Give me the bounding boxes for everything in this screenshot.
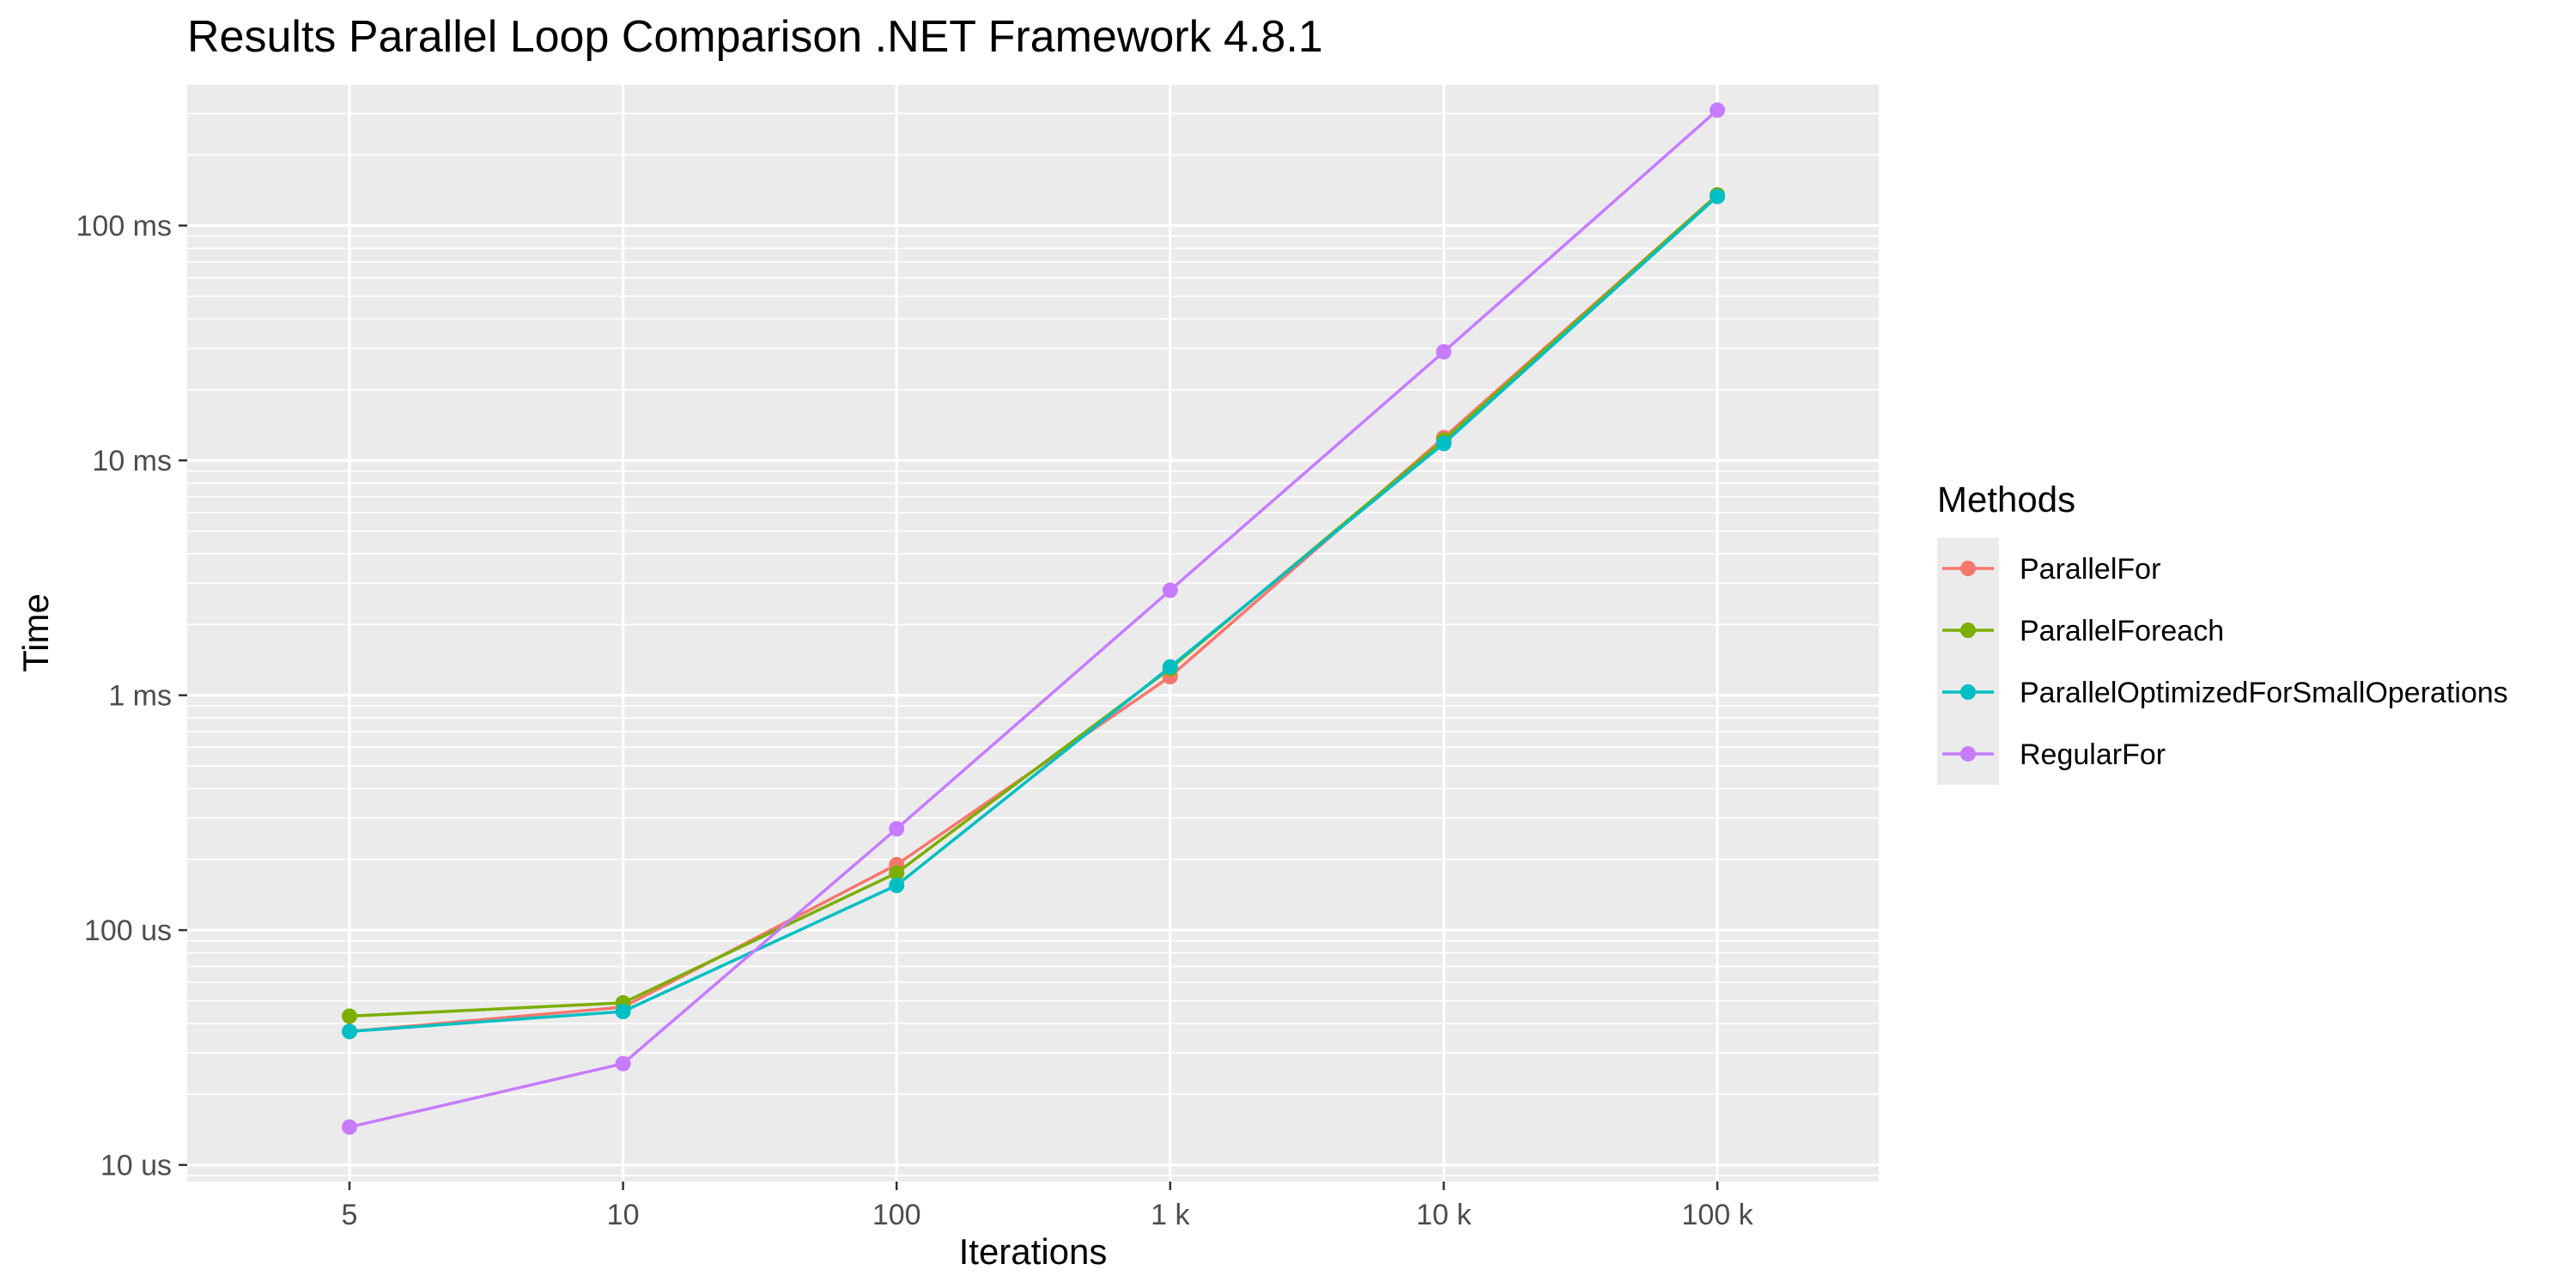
data-point [342, 1024, 357, 1040]
legend-label: ParallelFor [2020, 553, 2160, 586]
legend-item: RegularFor [1942, 738, 2166, 771]
y-tick-label: 1 ms [108, 680, 172, 713]
x-tick-label: 10 [607, 1199, 640, 1231]
x-tick-label: 100 [872, 1199, 921, 1231]
legend-key-point [1960, 746, 1976, 762]
x-axis-title: Iterations [959, 1231, 1108, 1272]
series-line [349, 195, 1719, 1034]
data-point [889, 821, 905, 837]
plot-panel [187, 84, 1879, 1182]
legend-item: ParallelForeach [1942, 615, 2224, 647]
series-RegularFor [342, 102, 1725, 1135]
series-line [349, 108, 1719, 1129]
series-ParallelOptimizedForSmallOperations [342, 188, 1725, 1040]
series-layer [342, 102, 1725, 1135]
y-tick-label: 10 ms [92, 445, 172, 477]
legend-item: ParallelFor [1942, 553, 2160, 586]
y-tick-label: 10 us [100, 1150, 172, 1182]
y-tick-label: 100 ms [76, 210, 173, 243]
legend-title: Methods [1937, 479, 2075, 519]
data-point [342, 1119, 357, 1135]
axes: 10 us 100 us 1 ms 10 ms 100 ms 5 10 100 1 k 10 k 1… [76, 210, 1754, 1231]
x-tick-label: 1 k [1151, 1199, 1190, 1231]
legend-label: ParallelOptimizedForSmallOperations [2020, 677, 2508, 709]
legend-label: RegularFor [2020, 738, 2166, 771]
series-line [349, 193, 1719, 1018]
x-tick-label: 10 k [1416, 1199, 1472, 1231]
data-point [1436, 435, 1452, 452]
legend-key-background [1937, 538, 1999, 785]
grid [187, 83, 1879, 1182]
data-point [615, 1055, 631, 1072]
data-point [1710, 102, 1725, 118]
x-tick-label: 5 [342, 1199, 358, 1231]
legend: Methods ParallelForParallelForeachParall… [1937, 479, 2508, 785]
legend-key-point [1960, 561, 1976, 576]
data-point [1710, 188, 1725, 204]
data-point [1162, 659, 1178, 675]
data-point [889, 878, 905, 894]
x-tick-label: 100 k [1681, 1199, 1753, 1231]
data-point [889, 865, 905, 881]
legend-items: ParallelFor ParallelForeach ParallelOptimi… [1942, 553, 2508, 771]
legend-label: ParallelForeach [2020, 615, 2224, 647]
chart-title: Results Parallel Loop Comparison .NET Fr… [187, 12, 1323, 62]
data-point [1162, 582, 1178, 598]
legend-item: ParallelOptimizedForSmallOperations [1942, 677, 2508, 709]
legend-key-point [1960, 684, 1976, 700]
data-point [342, 1008, 357, 1024]
data-point [1436, 343, 1452, 360]
y-axis-title: Time [15, 593, 56, 672]
legend-key-point [1960, 623, 1976, 638]
data-point [615, 1004, 631, 1020]
y-tick-label: 100 us [84, 914, 172, 947]
